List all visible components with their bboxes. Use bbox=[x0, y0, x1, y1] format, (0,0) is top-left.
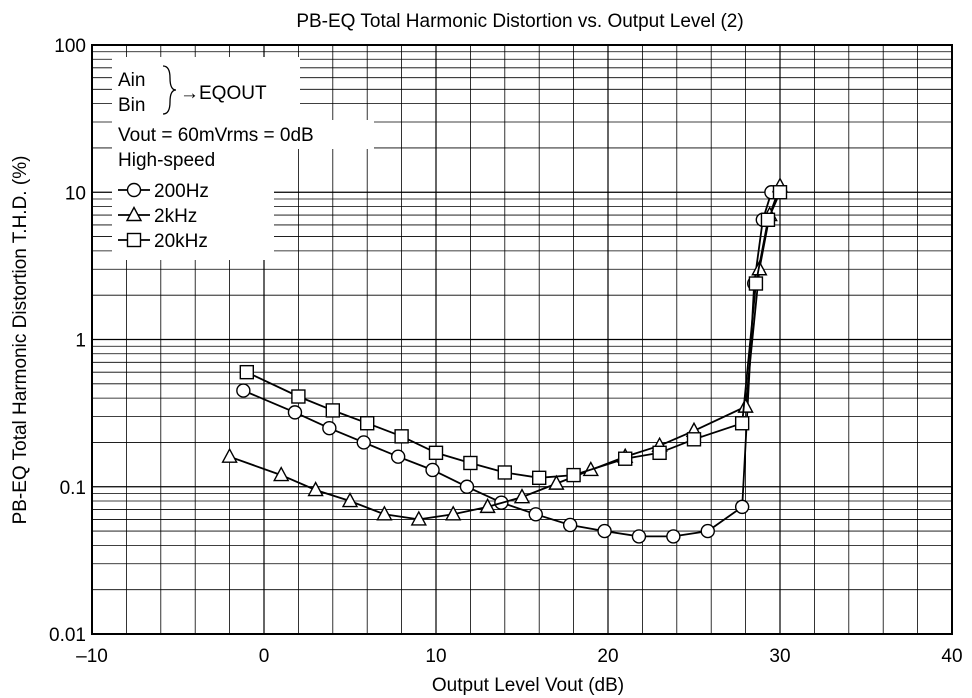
chart-title: PB-EQ Total Harmonic Distortion vs. Outp… bbox=[296, 11, 743, 32]
point-square bbox=[428, 445, 444, 461]
point-triangle bbox=[307, 481, 324, 497]
series-line bbox=[243, 192, 773, 538]
point-square bbox=[360, 416, 375, 431]
legend-label: 2kHz bbox=[154, 206, 197, 227]
point-circle bbox=[236, 383, 251, 398]
axis-labels: –10 0 10 20 30 40 0.01 0.1 1 10 100 bbox=[49, 36, 963, 667]
legend-entry-200Hz: 200Hz bbox=[118, 181, 209, 202]
legend-entries: 200Hz 2kHz 20kHz bbox=[118, 181, 209, 252]
point-circle bbox=[322, 420, 337, 436]
point-circle bbox=[562, 517, 578, 533]
point-circle bbox=[425, 462, 440, 478]
point-triangle bbox=[548, 474, 565, 490]
point-triangle bbox=[410, 510, 427, 526]
series-20kHz bbox=[239, 185, 788, 486]
point-circle bbox=[631, 529, 647, 544]
point-square bbox=[394, 429, 409, 444]
point-square bbox=[463, 455, 478, 471]
point-triangle bbox=[221, 447, 238, 463]
y-axis-label: PB-EQ Total Harmonic Distortion T.H.D. (… bbox=[10, 156, 31, 525]
point-square bbox=[325, 403, 340, 418]
point-square bbox=[772, 185, 788, 200]
legend-background-top bbox=[112, 57, 300, 122]
y-tick-label: 0.1 bbox=[60, 478, 86, 499]
y-tick-label: 1 bbox=[75, 331, 86, 352]
point-square bbox=[618, 451, 633, 466]
legend-label: 200Hz bbox=[154, 181, 209, 202]
legend-bin: Bin bbox=[118, 95, 145, 116]
point-square bbox=[239, 364, 255, 380]
point-square bbox=[734, 416, 750, 431]
point-triangle bbox=[445, 505, 462, 521]
point-circle bbox=[734, 499, 750, 515]
series-line bbox=[229, 185, 781, 521]
x-tick-label: 20 bbox=[597, 646, 618, 667]
x-tick-label: 0 bbox=[259, 646, 270, 667]
point-square bbox=[126, 232, 142, 248]
legend-brace bbox=[162, 65, 177, 115]
point-circle bbox=[459, 479, 475, 494]
point-triangle bbox=[513, 488, 531, 504]
point-circle bbox=[700, 523, 715, 539]
point-triangle bbox=[376, 505, 393, 521]
series-layer bbox=[221, 177, 789, 544]
x-tick-label: 40 bbox=[941, 646, 962, 667]
legend-eqout: →EQOUT bbox=[180, 83, 267, 104]
x-tick-label: 30 bbox=[769, 646, 790, 667]
legend: Ain Bin →EQOUT Vout = 60mVrms = 0dB High… bbox=[112, 57, 374, 260]
point-square bbox=[532, 470, 547, 486]
point-circle bbox=[126, 182, 142, 198]
point-square bbox=[566, 467, 581, 483]
point-triangle bbox=[125, 206, 143, 222]
plot-frame bbox=[91, 44, 953, 635]
legend-entry-20kHz: 20kHz bbox=[118, 231, 208, 252]
point-square bbox=[291, 389, 306, 404]
point-triangle bbox=[273, 466, 290, 482]
legend-label: 20kHz bbox=[154, 231, 208, 252]
y-tick-label: 100 bbox=[54, 36, 86, 57]
point-circle bbox=[356, 435, 371, 450]
legend-mode: High-speed bbox=[118, 150, 215, 171]
point-circle bbox=[287, 405, 303, 420]
y-tick-label: 10 bbox=[65, 183, 86, 204]
point-circle bbox=[528, 507, 543, 522]
point-triangle bbox=[479, 497, 496, 514]
x-axis-label: Output Level Vout (dB) bbox=[432, 675, 624, 696]
point-circle bbox=[390, 449, 406, 464]
point-square bbox=[497, 465, 512, 480]
point-triangle bbox=[737, 397, 754, 413]
point-circle bbox=[666, 529, 681, 544]
point-square bbox=[748, 276, 764, 291]
x-tick-label: 10 bbox=[425, 646, 446, 667]
legend-vout: Vout = 60mVrms = 0dB bbox=[118, 125, 314, 146]
point-square bbox=[760, 212, 776, 227]
point-circle bbox=[597, 523, 612, 539]
legend-entry-2kHz: 2kHz bbox=[118, 206, 197, 227]
point-square bbox=[686, 432, 702, 447]
x-tick-label: –10 bbox=[76, 646, 108, 667]
legend-ain: Ain bbox=[118, 70, 145, 91]
point-triangle bbox=[341, 492, 359, 508]
y-tick-label: 0.01 bbox=[49, 625, 86, 646]
legend-background-vout bbox=[112, 120, 374, 149]
point-square bbox=[652, 445, 667, 461]
